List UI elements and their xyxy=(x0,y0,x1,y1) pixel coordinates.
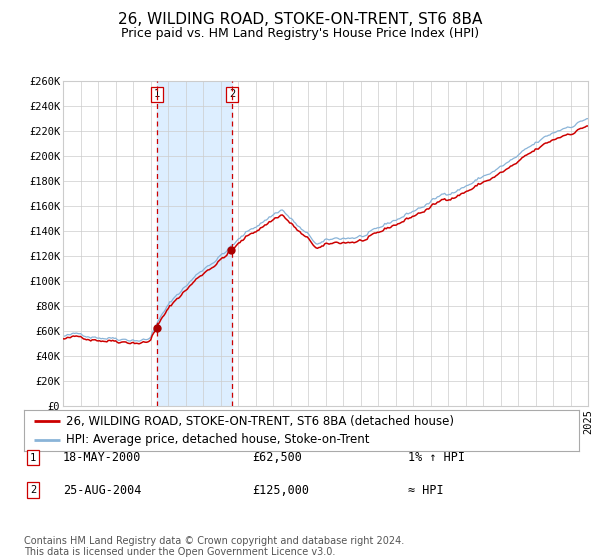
Text: 25-AUG-2004: 25-AUG-2004 xyxy=(63,483,142,497)
Text: 1% ↑ HPI: 1% ↑ HPI xyxy=(408,451,465,464)
Text: Price paid vs. HM Land Registry's House Price Index (HPI): Price paid vs. HM Land Registry's House … xyxy=(121,27,479,40)
Text: £125,000: £125,000 xyxy=(252,483,309,497)
Text: Contains HM Land Registry data © Crown copyright and database right 2024.
This d: Contains HM Land Registry data © Crown c… xyxy=(24,535,404,557)
Text: 1: 1 xyxy=(154,89,160,99)
Text: ≈ HPI: ≈ HPI xyxy=(408,483,443,497)
Bar xyxy=(157,81,232,406)
Text: 2: 2 xyxy=(30,485,36,495)
Text: HPI: Average price, detached house, Stoke-on-Trent: HPI: Average price, detached house, Stok… xyxy=(65,433,369,446)
Text: 26, WILDING ROAD, STOKE-ON-TRENT, ST6 8BA: 26, WILDING ROAD, STOKE-ON-TRENT, ST6 8B… xyxy=(118,12,482,27)
Text: 26, WILDING ROAD, STOKE-ON-TRENT, ST6 8BA (detached house): 26, WILDING ROAD, STOKE-ON-TRENT, ST6 8B… xyxy=(65,415,454,428)
Text: 1: 1 xyxy=(30,452,36,463)
Text: 18-MAY-2000: 18-MAY-2000 xyxy=(63,451,142,464)
Text: 2: 2 xyxy=(229,89,235,99)
Text: £62,500: £62,500 xyxy=(252,451,302,464)
